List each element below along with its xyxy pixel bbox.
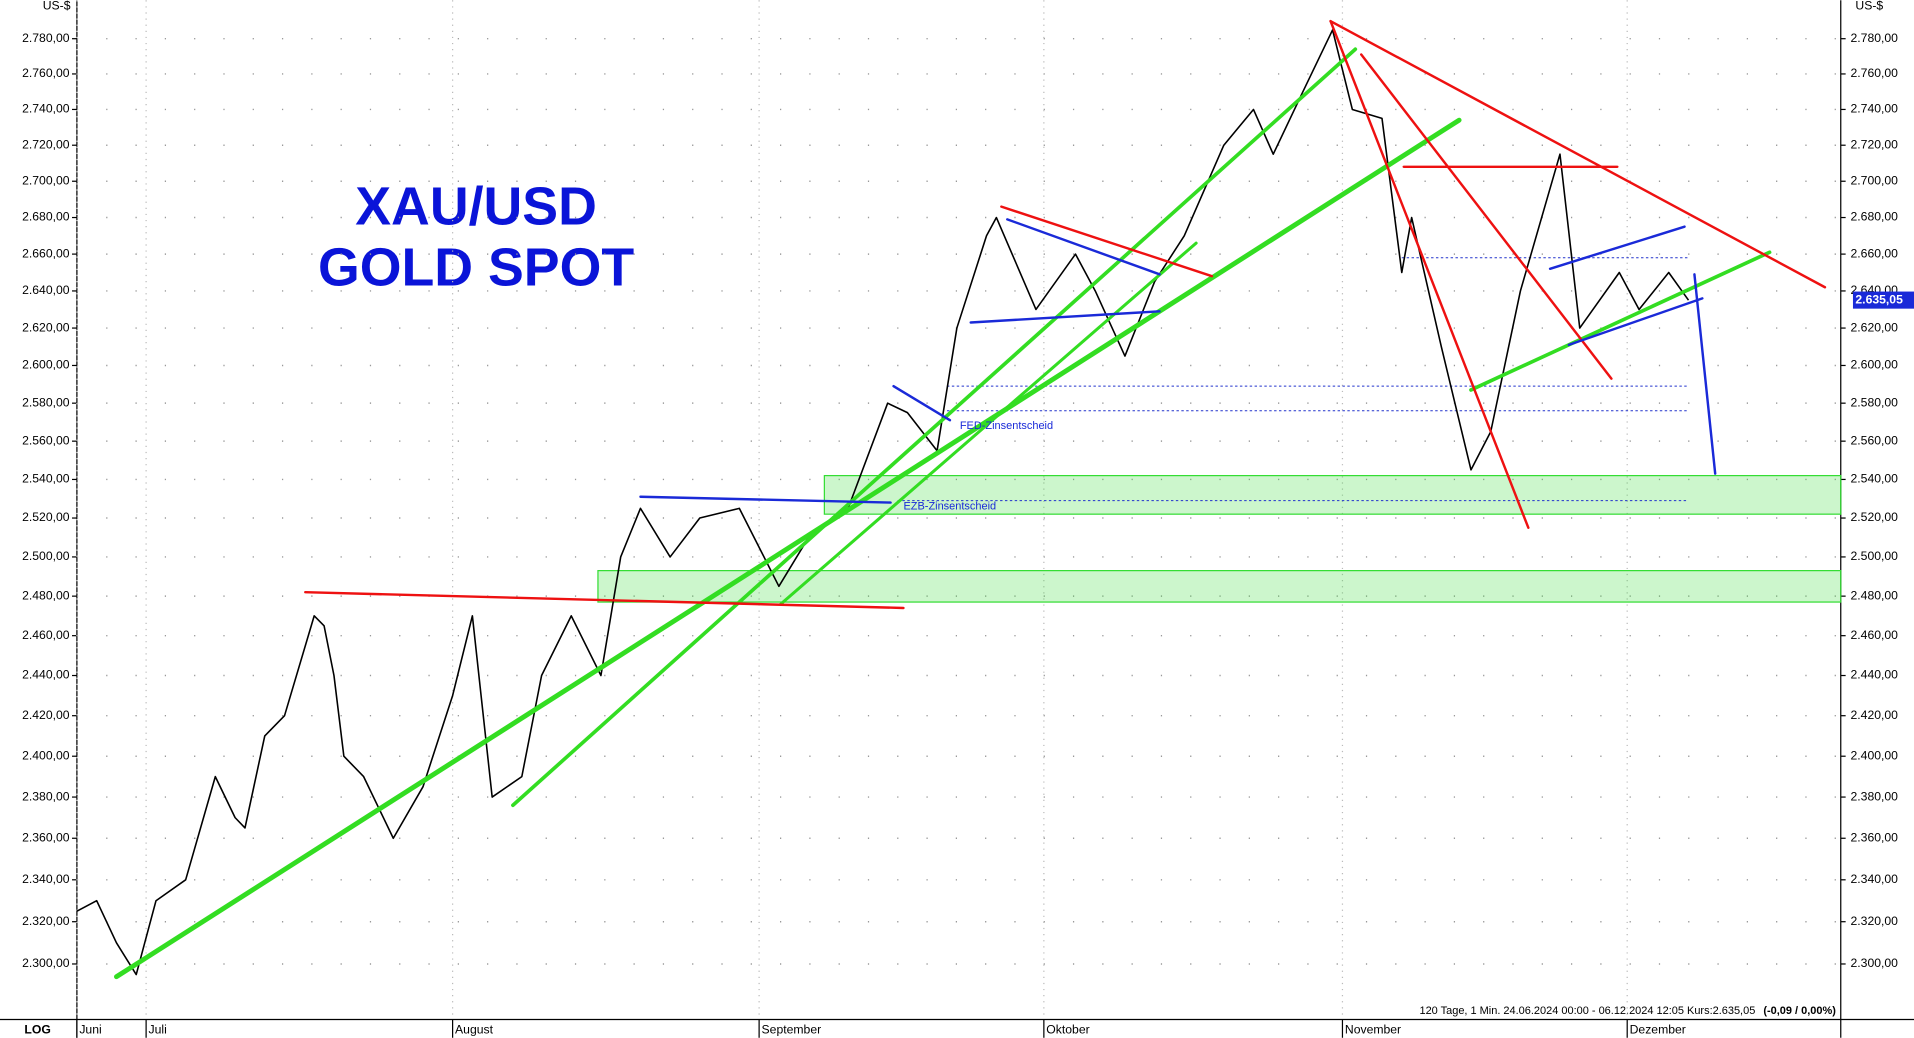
y-tick-label: 2.600,00 [22,358,70,372]
y-tick-label: 2.380,00 [1851,789,1899,803]
y-tick-label: 2.740,00 [22,102,70,116]
y-tick-label: 2.400,00 [1851,748,1899,762]
trendline [304,590,905,610]
y-tick-label: 2.620,00 [22,320,70,334]
y-tick-label: 2.480,00 [1851,588,1899,602]
y-tick-label: 2.540,00 [22,472,70,486]
trendline [1329,19,1530,529]
trendline [969,310,1161,324]
y-tick-label: 2.580,00 [1851,395,1899,409]
last-price-box [1852,291,1914,309]
trendline [1000,205,1214,278]
trendline [639,495,892,504]
trendline [1360,53,1613,380]
footer-info: 120 Tage, 1 Min. 24.06.2024 00:00 - 06.1… [1419,1005,1755,1017]
y-tick-label: 2.740,00 [1851,102,1899,116]
trendline [1567,297,1704,347]
y-tick-label: 2.600,00 [1851,358,1899,372]
trendline [1006,218,1161,276]
y-tick-label: 2.500,00 [22,549,70,563]
y-tick-label: 2.660,00 [22,246,70,260]
x-tick-label: November [1345,1023,1401,1037]
y-tick-label: 2.380,00 [22,789,70,803]
footer-change: (-0,09 / 0,00%) [1763,1005,1836,1017]
y-tick-label: 2.780,00 [1851,31,1899,45]
y-tick-label: 2.720,00 [1851,137,1899,151]
y-tick-label: 2.420,00 [22,708,70,722]
x-tick-label: Dezember [1630,1023,1686,1037]
y-tick-label: 2.400,00 [22,748,70,762]
annotation: FED-Zinsentscheid [960,420,1053,432]
x-tick-label: August [455,1023,494,1037]
y-tick-label: 2.300,00 [1851,956,1899,970]
y-tick-label: 2.640,00 [22,283,70,297]
y-tick-label: 2.520,00 [1851,510,1899,524]
y-tick-label: 2.360,00 [22,830,70,844]
trendline [1693,273,1717,475]
y-tick-label: 2.580,00 [22,395,70,409]
x-tick-label: Juni [79,1023,101,1037]
chart-subtitle: GOLD SPOT [318,237,634,297]
y-tick-label: 2.660,00 [1851,246,1899,260]
support-zone [823,474,1842,515]
y-tick-label: 2.680,00 [22,210,70,224]
y-tick-label: 2.780,00 [22,31,70,45]
y-tick-label: 2.440,00 [1851,668,1899,682]
trendline [511,47,1358,808]
y-tick-label: 2.540,00 [1851,472,1899,486]
trendline [1469,250,1772,392]
support-zone [597,570,1842,603]
y-tick-label: 2.560,00 [22,433,70,447]
y-tick-label: 2.460,00 [22,628,70,642]
y-tick-label: 2.520,00 [22,510,70,524]
y-tick-label: 2.760,00 [1851,66,1899,80]
y-tick-label: 2.340,00 [22,872,70,886]
x-tick-label: Juli [149,1023,167,1037]
y-tick-label: 2.700,00 [22,173,70,187]
trendline [1548,225,1686,271]
y-tick-label: 2.720,00 [22,137,70,151]
trendline [892,384,952,422]
trendline [1329,19,1827,289]
trendline [779,241,1198,606]
annotation: EZB-Zinsentscheid [903,500,996,512]
y-tick-label: 2.680,00 [1851,210,1899,224]
y-tick-label: 2.480,00 [22,588,70,602]
y-tick-label: 2.300,00 [22,956,70,970]
y-tick-label: 2.320,00 [22,914,70,928]
last-price-label: 2.635,05 [1855,292,1903,306]
x-tick-label: Oktober [1046,1023,1089,1037]
y-tick-label: 2.340,00 [1851,872,1899,886]
y-tick-label: 2.700,00 [1851,173,1899,187]
y-tick-label: 2.420,00 [1851,708,1899,722]
x-tick-label: September [762,1023,822,1037]
chart-title: XAU/USD [355,176,597,236]
y-unit-left: US-$ [43,0,71,13]
trendline [114,117,1462,980]
y-tick-label: 2.460,00 [1851,628,1899,642]
y-tick-label: 2.360,00 [1851,830,1899,844]
y-tick-label: 2.760,00 [22,66,70,80]
scale-label: LOG [24,1023,50,1037]
y-unit-right: US-$ [1855,0,1883,13]
y-tick-label: 2.320,00 [1851,914,1899,928]
y-tick-label: 2.440,00 [22,668,70,682]
y-tick-label: 2.500,00 [1851,549,1899,563]
y-tick-label: 2.620,00 [1851,320,1899,334]
y-tick-label: 2.560,00 [1851,433,1899,447]
